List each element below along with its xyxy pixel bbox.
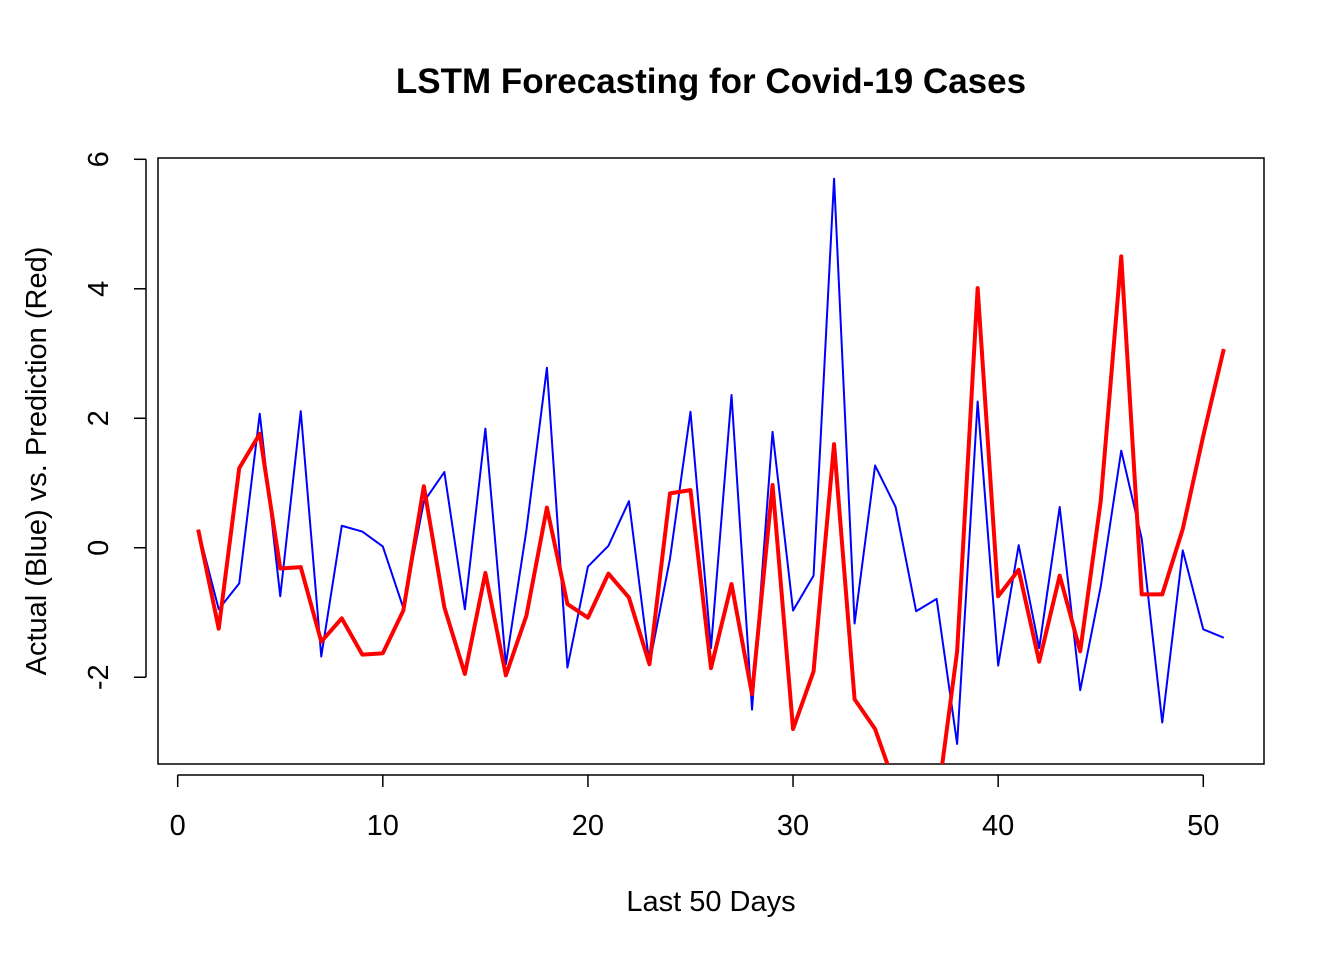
x-tick-label: 20 <box>572 810 604 842</box>
y-axis: -2 0 2 4 6 <box>83 151 147 690</box>
x-tick-label: 40 <box>982 810 1014 842</box>
y-tick-label: 0 <box>83 540 115 556</box>
series-line-actual <box>197 177 1225 745</box>
x-axis: 0 10 20 30 40 50 <box>170 774 1219 842</box>
chart-title: LSTM Forecasting for Covid-19 Cases <box>396 62 1026 101</box>
series-line-prediction <box>196 254 1226 764</box>
y-tick-label: 2 <box>83 410 115 426</box>
y-axis-label: Actual (Blue) vs. Prediction (Red) <box>21 247 53 676</box>
x-tick-label: 50 <box>1187 810 1219 842</box>
y-tick-label: 6 <box>83 151 115 167</box>
x-axis-label: Last 50 Days <box>626 886 795 918</box>
x-tick-label: 10 <box>367 810 399 842</box>
series-layer <box>196 177 1226 764</box>
plot-area-frame <box>157 157 1265 765</box>
x-tick-label: 0 <box>170 810 186 842</box>
y-tick-label: 4 <box>83 281 115 297</box>
y-tick-label: -2 <box>83 664 115 690</box>
x-tick-label: 30 <box>777 810 809 842</box>
